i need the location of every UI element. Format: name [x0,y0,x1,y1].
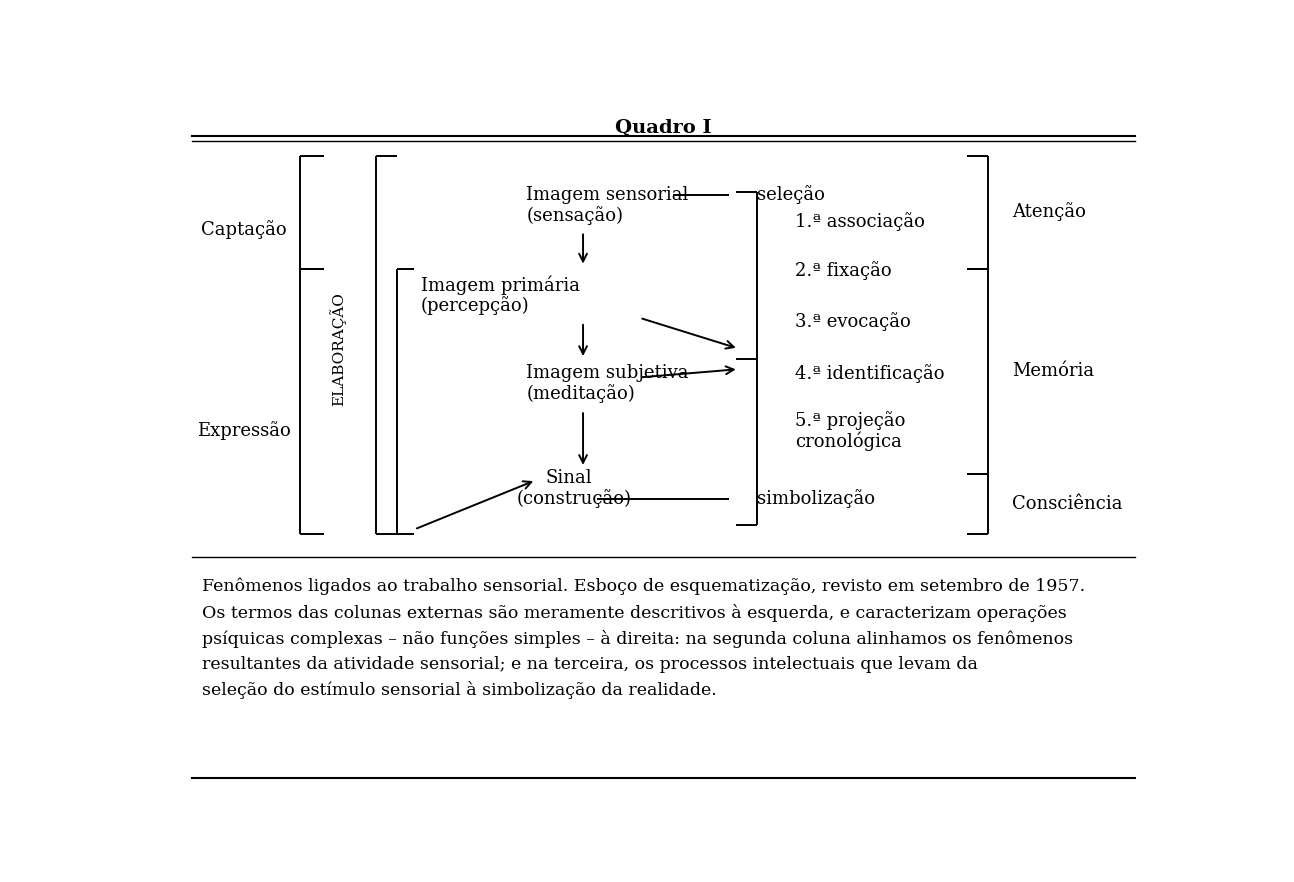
Text: Captação: Captação [201,220,286,239]
Text: 2.ª fixação: 2.ª fixação [795,261,892,280]
Text: 4.ª identificação: 4.ª identificação [795,363,945,383]
Text: (meditação): (meditação) [527,385,635,403]
Text: 1.ª associação: 1.ª associação [795,212,925,231]
Text: Imagem sensorial: Imagem sensorial [527,185,688,204]
Text: Imagem subjetiva: Imagem subjetiva [527,364,688,382]
Text: simbolização: simbolização [757,490,876,508]
Text: cronológica: cronológica [795,431,902,451]
Text: 3.ª evocação: 3.ª evocação [795,312,911,332]
Text: Expressão: Expressão [197,422,291,440]
Text: (construção): (construção) [518,490,631,508]
Text: Fenômenos ligados ao trabalho sensorial. Esboço de esquematização, revisto em se: Fenômenos ligados ao trabalho sensorial.… [202,578,1084,699]
Text: Consciência: Consciência [1012,495,1122,512]
Text: Imagem primária: Imagem primária [421,275,580,295]
Text: Quadro I: Quadro I [615,119,712,138]
Text: seleção: seleção [757,185,826,204]
Text: (percepção): (percepção) [421,296,529,315]
Text: Atenção: Atenção [1012,203,1086,221]
Text: 5.ª projeção: 5.ª projeção [795,411,906,430]
Text: (sensação): (sensação) [527,206,624,225]
Text: ELABORAÇÃO: ELABORAÇÃO [330,292,347,406]
Text: Memória: Memória [1012,363,1095,380]
Text: Sinal: Sinal [545,469,591,487]
